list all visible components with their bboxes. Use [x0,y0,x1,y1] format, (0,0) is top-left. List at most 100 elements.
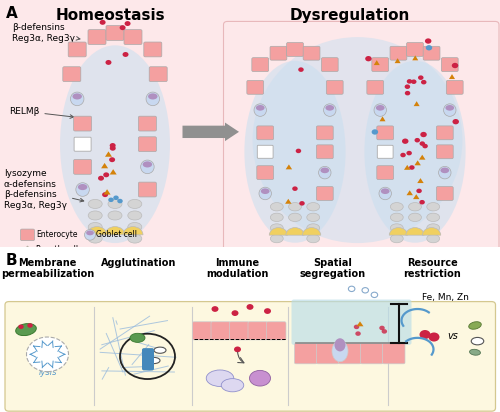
Ellipse shape [408,203,422,211]
Ellipse shape [86,230,94,235]
Circle shape [110,143,116,148]
Circle shape [420,132,427,137]
Text: Enterocyte: Enterocyte [36,230,78,239]
Ellipse shape [364,61,466,243]
Ellipse shape [244,61,346,243]
FancyBboxPatch shape [367,80,384,94]
FancyBboxPatch shape [0,0,500,255]
Ellipse shape [288,213,302,222]
Polygon shape [419,155,426,160]
Text: Goblet cell: Goblet cell [96,230,138,239]
Circle shape [428,332,440,342]
FancyBboxPatch shape [436,187,453,200]
FancyBboxPatch shape [382,343,405,364]
Ellipse shape [70,92,84,106]
Circle shape [26,337,68,372]
Ellipse shape [270,224,283,232]
Ellipse shape [427,213,440,222]
Text: Uncontrolled inflammation: Uncontrolled inflammation [272,260,438,269]
FancyBboxPatch shape [258,145,273,158]
Text: lysozyme
α-defensins
β-defensins
Reg3α, Reg3γ: lysozyme α-defensins β-defensins Reg3α, … [4,169,84,210]
Circle shape [110,146,116,151]
Ellipse shape [259,187,272,200]
Text: Insufficient: Insufficient [264,247,326,257]
Wedge shape [302,227,321,235]
Circle shape [402,138,408,144]
Polygon shape [413,194,420,199]
Ellipse shape [128,199,142,208]
Text: Homeostasis: Homeostasis [55,8,165,23]
FancyArrow shape [182,123,239,141]
FancyBboxPatch shape [74,137,91,151]
Ellipse shape [84,229,96,240]
FancyBboxPatch shape [248,322,268,340]
Ellipse shape [307,213,320,222]
Ellipse shape [128,222,142,232]
Ellipse shape [390,203,403,211]
Ellipse shape [307,224,320,232]
Ellipse shape [332,340,348,362]
FancyBboxPatch shape [106,26,124,40]
Ellipse shape [324,104,336,116]
Text: vs: vs [447,331,458,341]
Ellipse shape [468,322,481,329]
Ellipse shape [427,224,440,232]
Circle shape [124,21,130,26]
FancyBboxPatch shape [144,42,162,57]
Circle shape [299,201,304,206]
Circle shape [234,346,241,352]
Circle shape [106,60,112,65]
Ellipse shape [318,166,331,179]
FancyBboxPatch shape [377,126,394,140]
FancyBboxPatch shape [138,116,156,131]
Ellipse shape [270,234,283,243]
Ellipse shape [446,105,454,111]
FancyBboxPatch shape [316,126,333,140]
Text: Spatial
segregation: Spatial segregation [300,258,366,279]
Ellipse shape [108,199,122,208]
FancyBboxPatch shape [192,322,212,340]
FancyBboxPatch shape [378,145,393,158]
FancyBboxPatch shape [338,343,361,364]
Polygon shape [417,178,424,183]
Circle shape [356,331,361,336]
FancyBboxPatch shape [88,30,106,44]
Circle shape [18,325,24,329]
Text: Immune
modulation: Immune modulation [206,258,268,279]
Ellipse shape [222,379,244,392]
Circle shape [382,329,387,334]
Wedge shape [286,227,304,235]
FancyBboxPatch shape [266,322,286,340]
Polygon shape [412,55,418,60]
Polygon shape [110,169,116,175]
Ellipse shape [376,105,384,111]
FancyBboxPatch shape [270,46,287,60]
FancyBboxPatch shape [377,166,394,180]
Ellipse shape [140,160,154,174]
Circle shape [409,165,414,170]
FancyBboxPatch shape [316,145,333,159]
Circle shape [406,79,412,84]
Circle shape [122,52,128,57]
Circle shape [426,45,432,50]
Wedge shape [105,227,125,235]
Circle shape [232,310,238,316]
Ellipse shape [471,337,484,345]
FancyBboxPatch shape [316,187,333,200]
FancyBboxPatch shape [423,46,440,60]
Ellipse shape [390,234,403,243]
Circle shape [406,151,412,155]
FancyBboxPatch shape [63,67,81,82]
Ellipse shape [128,234,142,243]
Circle shape [103,172,109,177]
Circle shape [98,176,104,181]
Wedge shape [269,227,287,235]
Ellipse shape [88,199,102,208]
Text: B: B [6,253,18,268]
Ellipse shape [374,104,386,116]
Circle shape [418,75,424,80]
FancyBboxPatch shape [436,145,453,159]
Circle shape [108,198,114,202]
Circle shape [372,129,378,135]
FancyBboxPatch shape [372,58,388,72]
